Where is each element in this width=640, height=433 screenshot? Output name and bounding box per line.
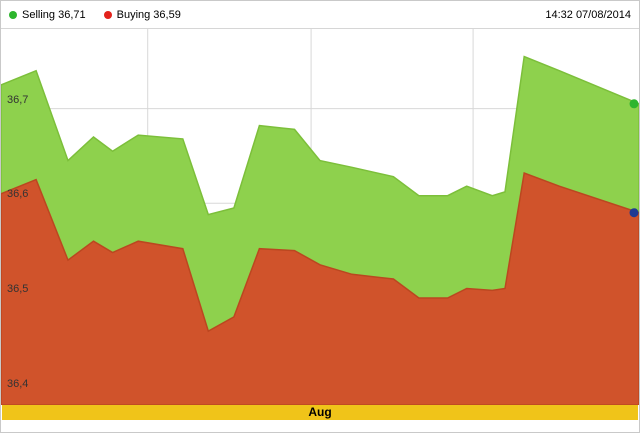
timestamp: 14:32 07/08/2014 [545,8,631,21]
chart-area[interactable]: 36,7 36,6 36,5 36,4 [1,28,639,405]
legend-item-selling[interactable]: Selling 36,71 [9,9,86,21]
legend-selling-label: Selling 36,71 [22,8,86,21]
buying-end-marker-icon [629,208,639,218]
selling-marker-icon [9,10,17,19]
legend: Selling 36,71 Buying 36,59 [9,9,181,21]
footer-strip [1,420,639,432]
buying-area[interactable] [1,171,639,405]
x-axis-bar: Aug [2,404,638,420]
x-axis-label: Aug [308,405,332,419]
price-area-chart[interactable] [1,29,639,405]
selling-end-marker-icon [629,99,639,109]
chart-header: Selling 36,71 Buying 36,59 14:32 07/08/2… [1,1,639,28]
buying-marker-icon [103,10,112,19]
legend-buying-label: Buying 36,59 [116,8,181,21]
legend-item-buying[interactable]: Buying 36,59 [103,8,181,21]
